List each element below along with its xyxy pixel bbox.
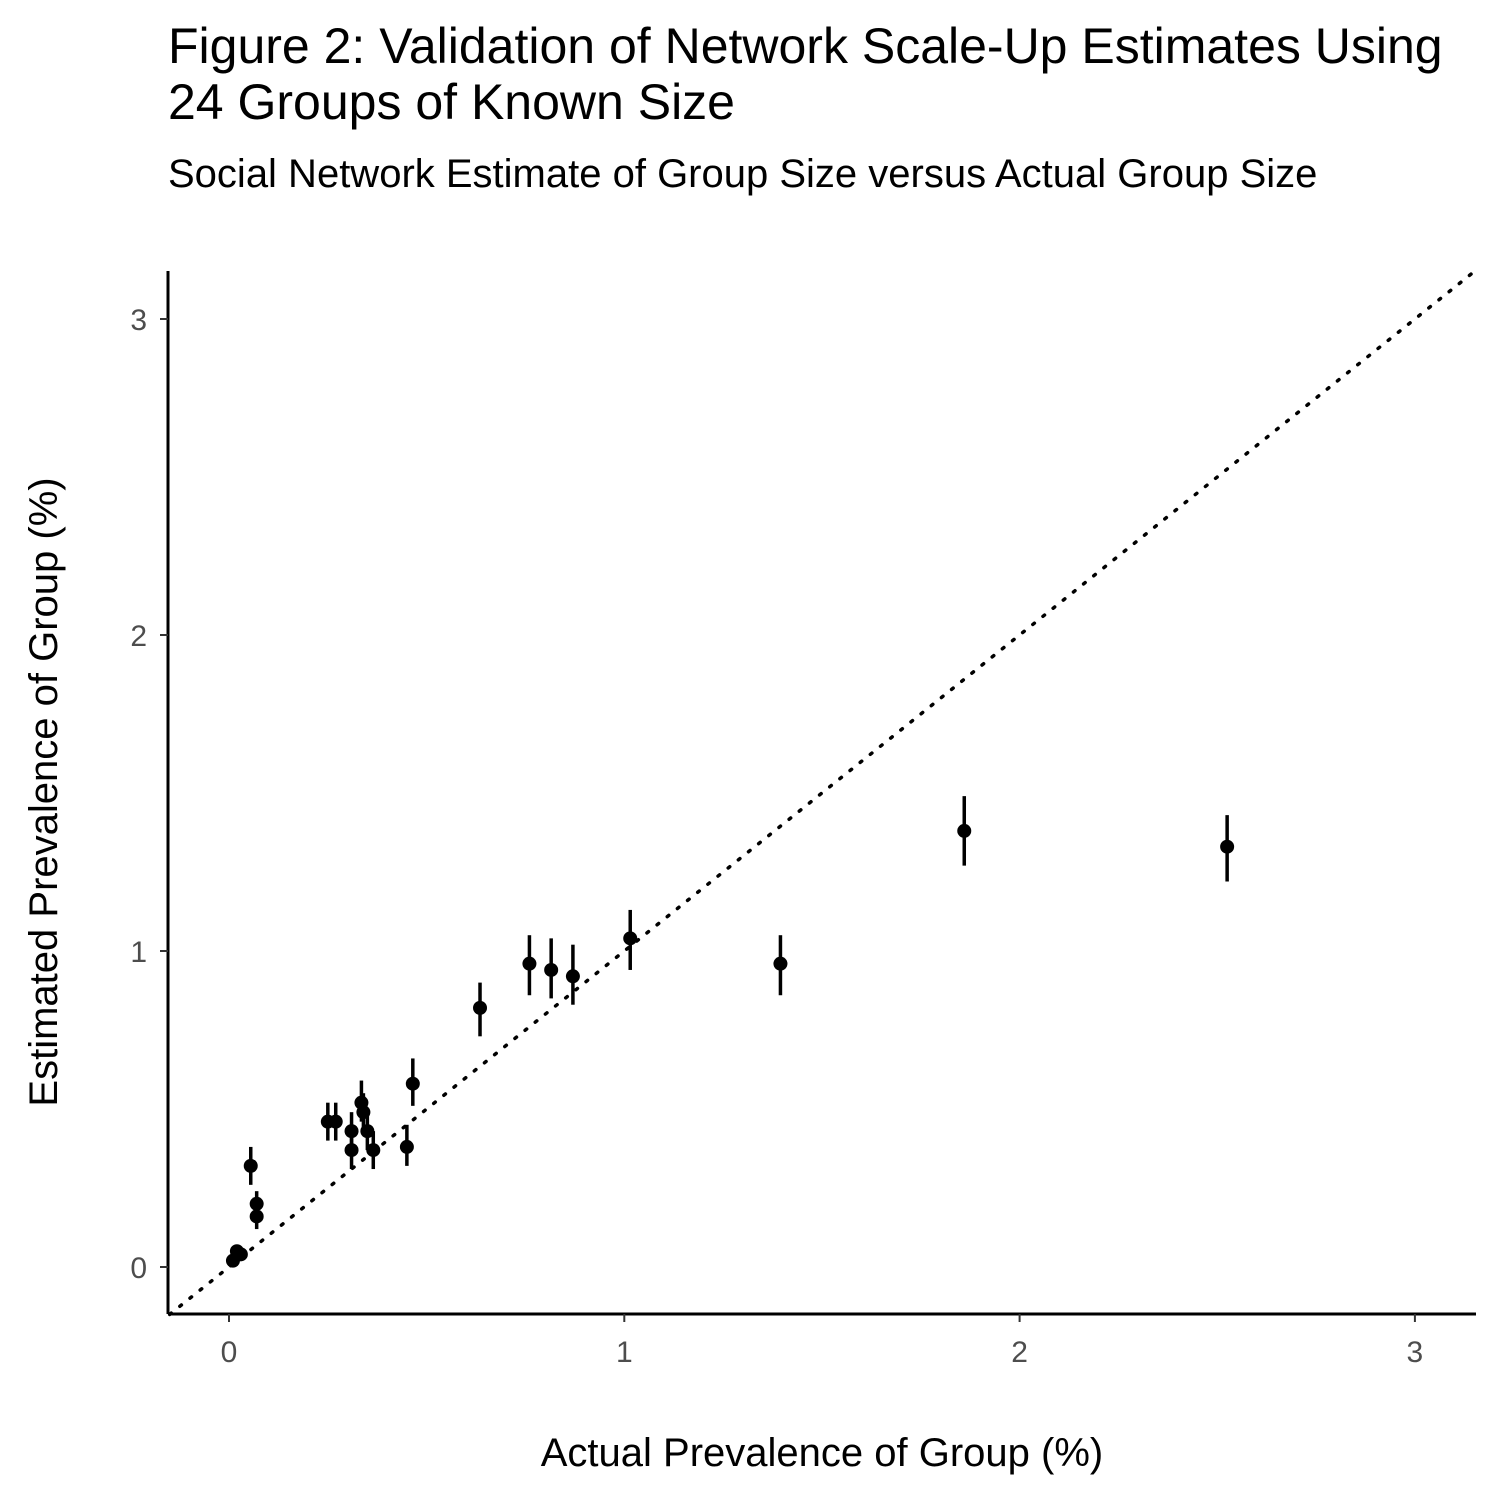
y-tick-label: 2: [130, 620, 147, 653]
data-point: [1220, 839, 1235, 854]
data-point: [473, 1000, 488, 1015]
x-axis-title: Actual Prevalence of Group (%): [541, 1431, 1103, 1475]
data-point: [565, 969, 580, 984]
data-point: [344, 1143, 359, 1158]
data-point: [399, 1139, 414, 1154]
x-tick-label: 0: [221, 1336, 238, 1369]
data-point: [773, 956, 788, 971]
x-tick-label: 3: [1407, 1336, 1424, 1369]
data-point: [623, 931, 638, 946]
data-point: [356, 1105, 371, 1120]
data-point: [328, 1114, 343, 1129]
data-point: [957, 823, 972, 838]
data-point: [344, 1124, 359, 1139]
data-point: [522, 956, 537, 971]
identity-reference-line: [167, 269, 1476, 1317]
data-point: [249, 1209, 264, 1224]
data-point: [544, 962, 559, 977]
x-tick-label: 1: [616, 1336, 633, 1369]
data-point: [249, 1196, 264, 1211]
x-tick-label: 2: [1011, 1336, 1028, 1369]
y-axis-title: Estimated Prevalence of Group (%): [22, 477, 66, 1106]
data-point: [366, 1143, 381, 1158]
data-point: [360, 1124, 375, 1139]
y-tick-label: 3: [130, 304, 147, 337]
y-tick-label: 1: [130, 936, 147, 969]
chart-subtitle: Social Network Estimate of Group Size ve…: [168, 152, 1318, 196]
y-tick-label: 0: [130, 1252, 147, 1285]
data-point: [405, 1076, 420, 1091]
data-point: [243, 1158, 258, 1173]
chart-title: Figure 2: Validation of Network Scale-Up…: [168, 18, 1443, 130]
data-point: [233, 1247, 248, 1262]
